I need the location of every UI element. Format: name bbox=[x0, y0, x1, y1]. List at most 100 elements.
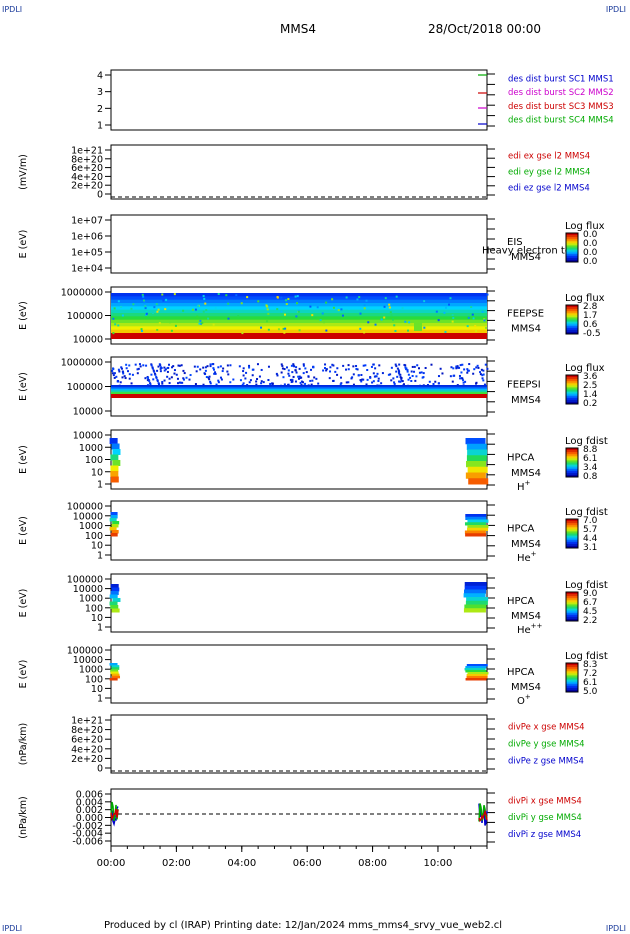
spectrogram-pixel bbox=[460, 371, 463, 374]
spectrogram-pixel bbox=[292, 363, 295, 366]
spectrogram-pixel bbox=[364, 364, 367, 367]
spectrogram-pixel bbox=[404, 366, 407, 369]
y-tick-label: 100000 bbox=[67, 311, 103, 322]
spectrogram-pixel bbox=[406, 369, 409, 372]
spectrogram-pixel bbox=[435, 310, 438, 313]
spectrogram-pixel bbox=[477, 366, 480, 369]
y-tick-label: 6e+20 bbox=[71, 735, 103, 746]
spectrogram-pixel bbox=[482, 379, 485, 382]
spectrogram-pixel bbox=[464, 380, 467, 383]
spectrogram-pixel bbox=[178, 364, 181, 367]
spacecraft-label: MMS4 bbox=[511, 395, 541, 406]
spectrogram-pixel bbox=[161, 382, 164, 385]
hpca-spectrum-blob bbox=[466, 676, 488, 679]
spectrogram-pixel bbox=[173, 372, 176, 375]
spectrogram-pixel bbox=[415, 375, 418, 378]
spectrogram-pixel bbox=[290, 364, 293, 367]
spectrogram-pixel bbox=[136, 372, 139, 375]
colorbar-frame bbox=[565, 662, 579, 693]
spectrogram-pixel bbox=[157, 382, 160, 385]
spectrogram-pixel bbox=[172, 365, 175, 368]
spectrogram-pixel bbox=[128, 364, 131, 367]
spectrogram-pixel bbox=[164, 368, 167, 371]
colorbar-swatch bbox=[566, 385, 578, 388]
colorbar-swatch bbox=[566, 472, 578, 476]
spectrogram-pixel bbox=[112, 332, 115, 335]
spectrogram-pixel bbox=[293, 365, 296, 368]
y-tick-label: 1e+04 bbox=[71, 264, 103, 275]
spectrogram-pixel bbox=[266, 305, 269, 308]
spectrogram-pixel bbox=[400, 377, 403, 380]
spectrogram-pixel bbox=[151, 367, 154, 370]
spectrogram-pixel bbox=[121, 376, 124, 379]
spectrogram-pixel bbox=[393, 324, 396, 327]
spectrogram-pixel bbox=[394, 329, 397, 332]
legend-entry: edi ey gse l2 MMS4 bbox=[508, 167, 590, 177]
spectrogram-pixel bbox=[145, 310, 148, 313]
spectrogram-pixel bbox=[266, 320, 269, 323]
y-tick-label: 10 bbox=[91, 613, 103, 624]
colorbar-swatch bbox=[566, 470, 578, 474]
spectrogram-pixel bbox=[174, 324, 177, 327]
spectrogram-pixel bbox=[226, 370, 229, 373]
spectrogram-pixel bbox=[241, 332, 244, 335]
y-tick-label: 1000000 bbox=[61, 358, 103, 369]
y-tick-label: 2e+20 bbox=[71, 754, 103, 765]
spectrogram-pixel bbox=[145, 312, 148, 315]
hpca-spectrum-blob bbox=[109, 518, 117, 522]
spectrogram-pixel bbox=[400, 379, 403, 382]
spectrogram-pixel bbox=[295, 371, 298, 374]
legend-entry: des dist burst SC4 MMS4 bbox=[508, 116, 614, 126]
spectrogram-pixel bbox=[401, 307, 404, 310]
colorbar-tick-label: -0.5 bbox=[583, 329, 601, 339]
colorbar-swatch bbox=[566, 255, 578, 259]
spectrogram-pixel bbox=[420, 371, 423, 374]
y-tick-label: 100000 bbox=[67, 382, 103, 393]
spectrogram-pixel bbox=[356, 298, 359, 301]
spectrogram-pixel bbox=[430, 363, 433, 366]
hpca-spectrum-blob bbox=[466, 674, 488, 677]
spectrogram-pixel bbox=[416, 364, 419, 367]
divpi-trace bbox=[478, 809, 488, 823]
spectrogram-pixel bbox=[395, 370, 398, 373]
spectrogram-pixel bbox=[120, 367, 123, 370]
spectrogram-pixel bbox=[298, 329, 301, 332]
colorbar-tick-label: 3.4 bbox=[583, 463, 598, 473]
spectrogram-pixel bbox=[196, 365, 199, 368]
spectrogram-pixel bbox=[154, 373, 157, 376]
spectrogram-pixel bbox=[410, 370, 413, 373]
colorbar-title: Log flux bbox=[565, 293, 605, 304]
spectrogram-pixel bbox=[304, 382, 307, 385]
spectrogram-pixel bbox=[444, 330, 447, 333]
spectrogram-pixel bbox=[206, 365, 209, 368]
spectrogram-pixel bbox=[288, 374, 291, 377]
colorbar-tick-label: 0.0 bbox=[583, 230, 598, 240]
spectrogram-pixel bbox=[294, 380, 297, 383]
spectrogram-pixel bbox=[383, 316, 386, 319]
colorbar-tick-label: 5.7 bbox=[583, 525, 597, 535]
spectrogram-pixel bbox=[405, 368, 408, 371]
spectrogram-pixel bbox=[244, 377, 247, 380]
spectrogram-pixel bbox=[426, 383, 429, 386]
spectrogram-pixel bbox=[299, 381, 302, 384]
spectrogram-pixel bbox=[297, 377, 300, 380]
spectrogram-pixel bbox=[406, 370, 409, 373]
hpca-spectrum-blob bbox=[467, 672, 489, 675]
spectrogram-pixel bbox=[408, 321, 411, 324]
hpca-spectrum-blob bbox=[464, 530, 486, 534]
spectrogram-pixel bbox=[219, 365, 222, 368]
spectrogram-pixel bbox=[360, 373, 363, 376]
spectrogram-pixel bbox=[398, 380, 401, 383]
spectrogram-pixel bbox=[213, 372, 216, 375]
colorbar-swatch bbox=[566, 606, 578, 610]
spectrogram-pixel bbox=[248, 381, 251, 384]
y-tick-label: -0.004 bbox=[72, 829, 103, 840]
spectrogram-pixel bbox=[144, 305, 147, 308]
colorbar-title: Log flux bbox=[565, 363, 605, 374]
colorbar-swatch bbox=[566, 519, 578, 522]
colorbar-swatch bbox=[566, 315, 578, 318]
spectrogram-pixel bbox=[397, 369, 400, 372]
spectrogram-pixel bbox=[142, 295, 145, 298]
y-tick-label: 1e+21 bbox=[71, 146, 103, 157]
spectrogram-pixel bbox=[377, 379, 380, 382]
